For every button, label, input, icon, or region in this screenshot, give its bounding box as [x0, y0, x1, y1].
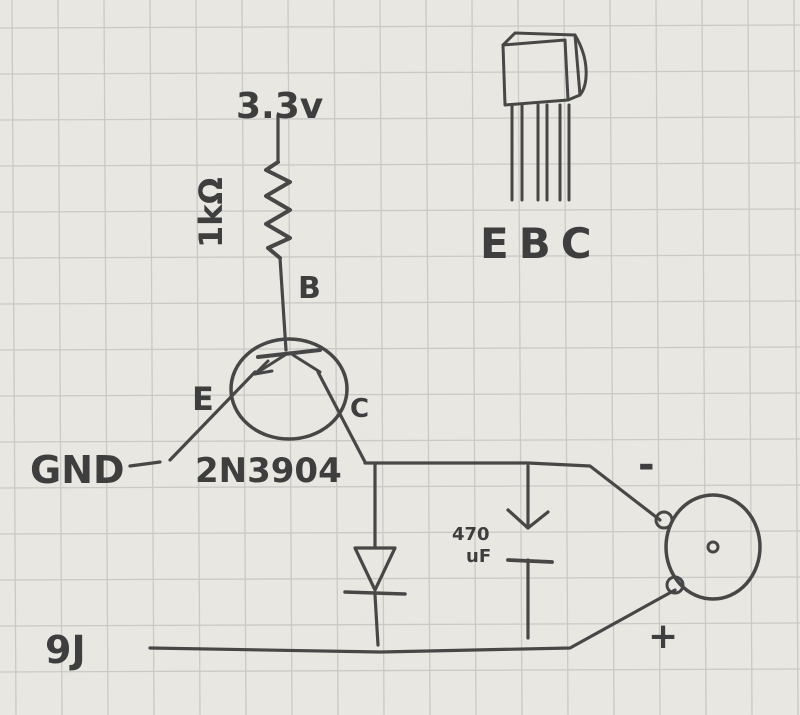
grid-line-horizontal: [0, 208, 800, 213]
resistor-zigzag-icon: [264, 160, 292, 260]
grid-line-horizontal: [0, 116, 800, 121]
grid-line-vertical: [563, 0, 569, 715]
grid-line-horizontal: [0, 484, 800, 489]
grid-line-vertical: [425, 0, 431, 715]
transistor-base-bar: [256, 348, 322, 359]
base-label: B: [298, 271, 321, 306]
grid-line-horizontal: [0, 254, 800, 259]
transistor-body: [229, 337, 349, 441]
motor-minus-label: -: [638, 442, 655, 488]
wire-collector: [316, 370, 367, 464]
grid-line-horizontal: [0, 668, 800, 673]
wire-diode-bottom: [373, 593, 380, 647]
grid-line-horizontal: [0, 576, 800, 581]
motor-plus-label: +: [648, 616, 678, 657]
capacitor-icon: [506, 508, 554, 564]
package-rounded-back: [573, 33, 588, 97]
transistor-part-label: 2N3904: [195, 451, 342, 491]
wire-gnd-stub: [128, 460, 162, 468]
wires: [128, 113, 677, 654]
npn-transistor-icon: [229, 337, 349, 441]
wire-top-rail: [363, 461, 662, 522]
package-lead-c: [558, 103, 571, 202]
resistor-label: 1kΩ: [192, 177, 230, 248]
motor-terminal-plus: [665, 575, 685, 595]
diode-triangle: [353, 546, 397, 592]
package-lead-e: [510, 103, 524, 202]
motor-icon: [654, 493, 762, 601]
grid-line-horizontal: [0, 70, 800, 75]
grid-line-horizontal: [0, 346, 800, 351]
collector-label: C: [350, 394, 369, 424]
grid-line-horizontal: [0, 24, 800, 29]
grid-line-horizontal: [0, 162, 800, 167]
capacitor-flat-plate: [506, 558, 554, 564]
grid-line-horizontal: [0, 622, 800, 627]
diode-cathode-bar: [343, 590, 407, 596]
grid-line-horizontal: [0, 438, 800, 443]
motor-shaft: [706, 540, 720, 554]
emitter-label: E: [192, 380, 214, 418]
grid-line-vertical: [747, 0, 753, 715]
pinout-label: EBC: [480, 219, 602, 268]
grid-line-horizontal: [0, 392, 800, 397]
transistor-collector-lead: [291, 353, 322, 374]
resistor-zigzag: [264, 160, 292, 260]
diode-icon: [343, 546, 407, 596]
capacitor-unit-label: uF: [466, 546, 491, 567]
gnd-label: GND: [30, 448, 125, 492]
grid-line-vertical: [701, 0, 707, 715]
grid-line-vertical: [609, 0, 615, 715]
supply-label: 3.3v: [236, 86, 323, 127]
battery-label: 9J: [45, 628, 86, 672]
capacitor-value-label: 470: [452, 524, 490, 545]
wire-emitter: [168, 370, 257, 462]
grid-line-vertical: [11, 0, 17, 715]
wire-base: [278, 256, 288, 352]
grid-line-vertical: [471, 0, 477, 715]
transistor-emitter-arrow: [253, 359, 274, 376]
grid-line-vertical: [793, 0, 799, 715]
grid-line-vertical: [655, 0, 661, 715]
motor-body: [664, 493, 762, 601]
motor-terminal-minus: [654, 510, 674, 530]
wire-bottom-rail: [148, 588, 677, 654]
package-lead-b: [536, 103, 549, 202]
to92-package-icon: [501, 31, 588, 202]
grid-line-horizontal: [0, 300, 800, 305]
grid-line-vertical: [517, 0, 523, 715]
capacitor-curved-plate: [506, 508, 550, 530]
